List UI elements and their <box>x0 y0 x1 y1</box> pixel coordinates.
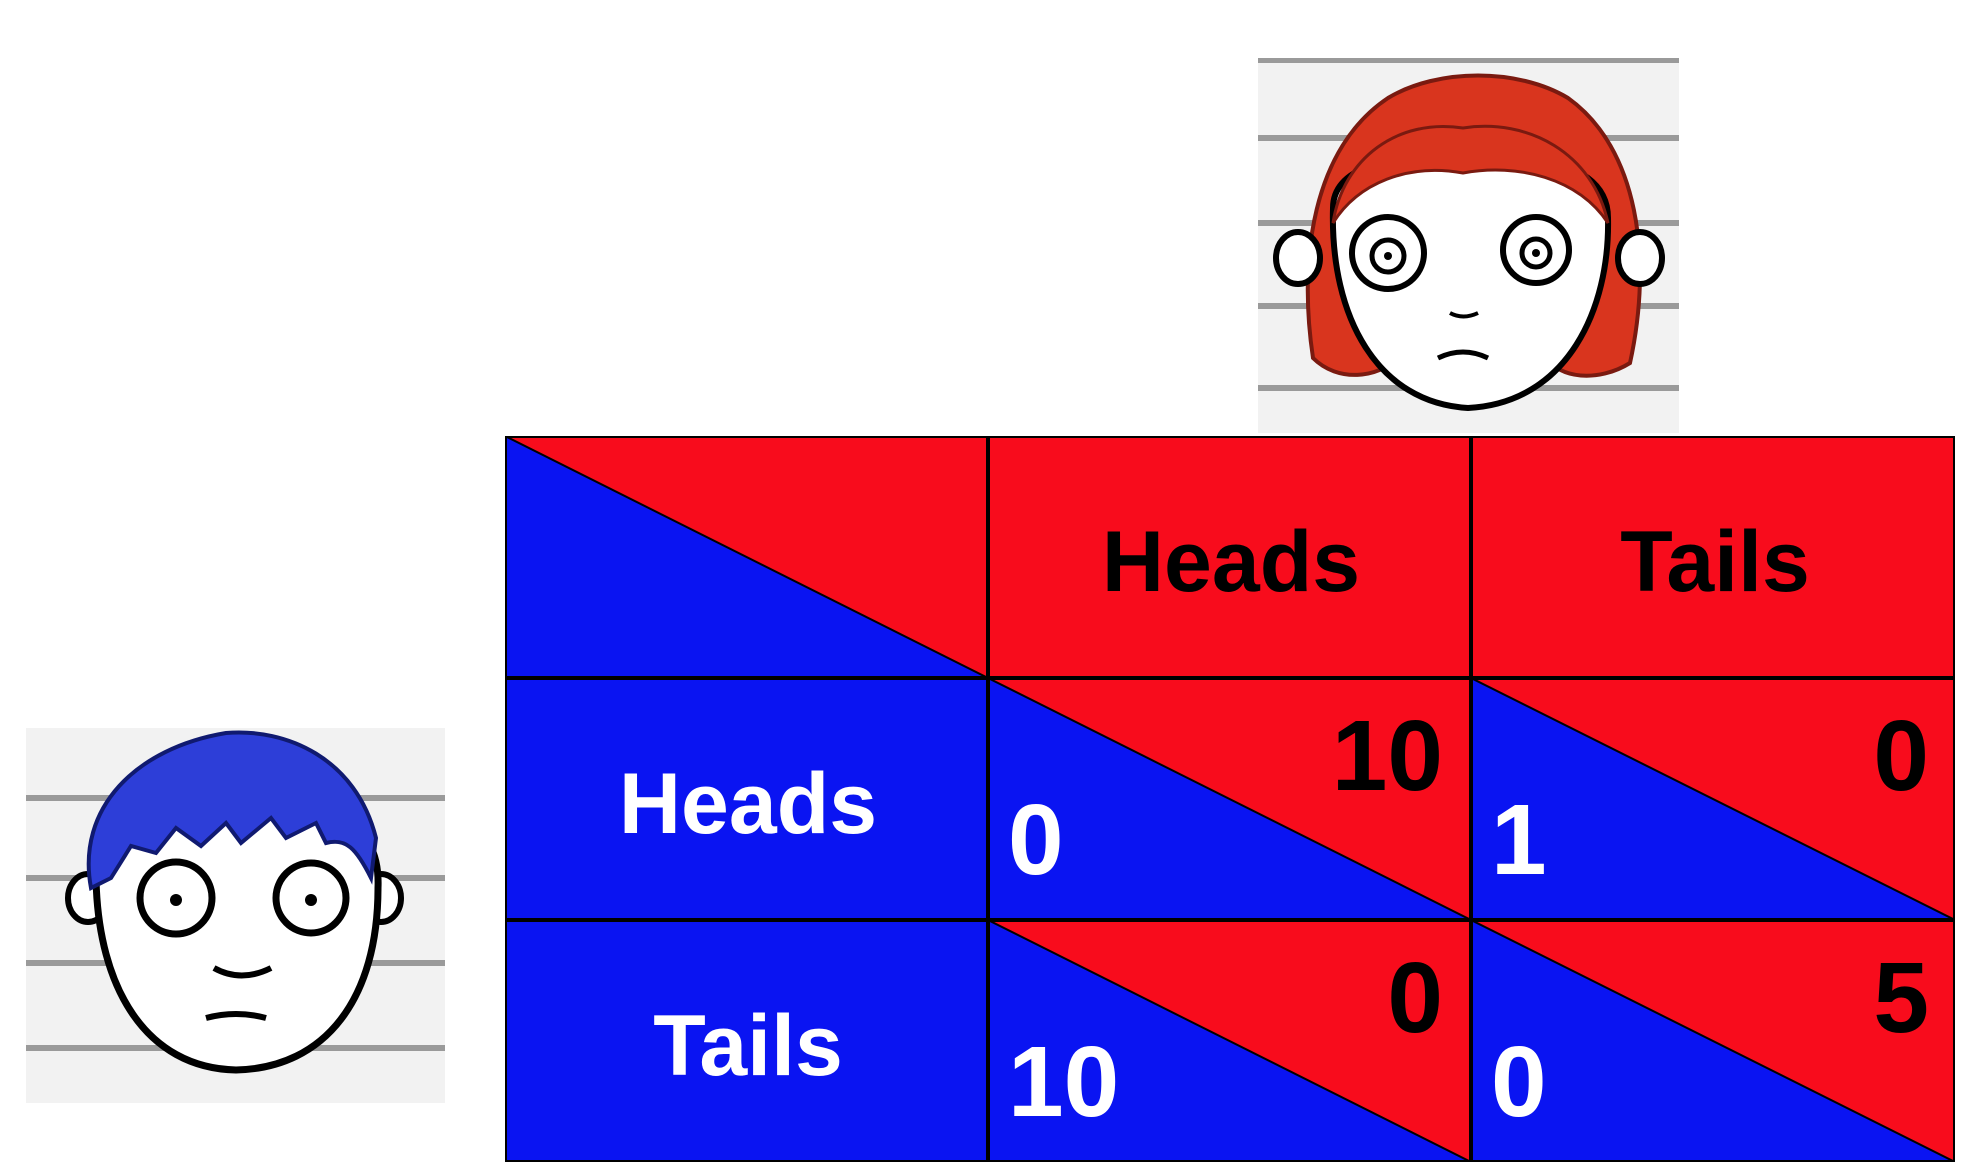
row-header-tails: Tails <box>505 920 988 1162</box>
column-header-heads: Heads <box>988 436 1471 678</box>
row-player-payoff: 10 <box>1008 1026 1120 1138</box>
payoff-matrix: Heads Tails Heads Tails 10 0 0 1 <box>505 436 1955 1166</box>
column-player-avatar <box>1258 58 1679 433</box>
row-player-avatar <box>26 728 445 1103</box>
row-header-tails-label: Tails <box>653 998 843 1094</box>
red-haired-girl-face-icon <box>1258 58 1679 433</box>
corner-cell <box>505 436 988 678</box>
payoff-cell-heads-tails: 0 1 <box>1471 678 1955 920</box>
payoff-cell-tails-tails: 5 0 <box>1471 920 1955 1162</box>
column-player-payoff: 5 <box>1873 942 1929 1054</box>
row-player-payoff: 0 <box>1008 784 1064 896</box>
column-player-payoff: 0 <box>1387 942 1443 1054</box>
column-player-payoff: 0 <box>1873 700 1929 812</box>
column-player-payoff: 10 <box>1331 700 1443 812</box>
row-header-heads: Heads <box>505 678 988 920</box>
row-player-payoff: 0 <box>1491 1026 1547 1138</box>
column-header-heads-label: Heads <box>1101 514 1361 610</box>
blue-haired-boy-face-icon <box>26 728 445 1103</box>
row-header-heads-label: Heads <box>618 756 878 852</box>
payoff-cell-tails-heads: 0 10 <box>988 920 1471 1162</box>
column-header-tails-label: Tails <box>1620 514 1810 610</box>
column-header-tails: Tails <box>1471 436 1955 678</box>
row-player-payoff: 1 <box>1491 784 1547 896</box>
payoff-cell-heads-heads: 10 0 <box>988 678 1471 920</box>
